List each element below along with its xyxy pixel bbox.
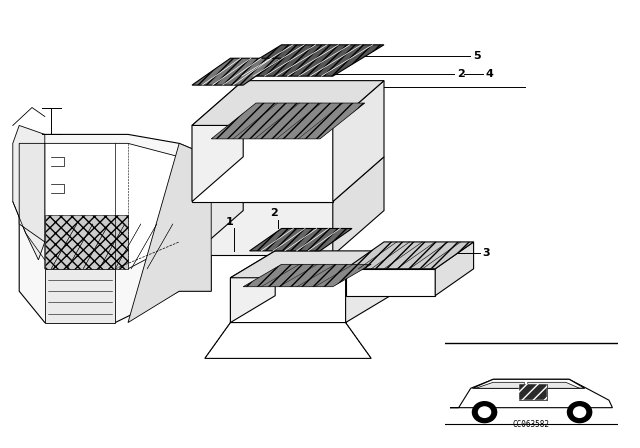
- Text: 2: 2: [458, 69, 465, 79]
- Polygon shape: [333, 157, 384, 255]
- Polygon shape: [192, 81, 384, 125]
- Polygon shape: [192, 157, 243, 255]
- Polygon shape: [19, 134, 211, 323]
- Polygon shape: [346, 251, 390, 323]
- Text: CC063582: CC063582: [513, 420, 550, 429]
- Polygon shape: [45, 143, 179, 269]
- Polygon shape: [250, 228, 352, 251]
- Circle shape: [568, 402, 592, 422]
- Polygon shape: [45, 269, 115, 323]
- Polygon shape: [205, 323, 371, 358]
- Polygon shape: [528, 382, 580, 388]
- Circle shape: [479, 407, 491, 418]
- Polygon shape: [192, 81, 243, 202]
- Polygon shape: [435, 242, 474, 296]
- Polygon shape: [19, 143, 45, 242]
- Text: 1: 1: [225, 217, 233, 227]
- Polygon shape: [45, 215, 128, 269]
- Polygon shape: [346, 269, 435, 296]
- Text: 4: 4: [485, 69, 493, 79]
- Polygon shape: [230, 278, 346, 323]
- Polygon shape: [243, 264, 371, 287]
- Polygon shape: [192, 58, 282, 85]
- Polygon shape: [472, 379, 585, 388]
- Polygon shape: [192, 202, 333, 255]
- Text: 2: 2: [270, 208, 278, 218]
- Polygon shape: [211, 103, 365, 139]
- Polygon shape: [13, 125, 45, 260]
- Polygon shape: [450, 379, 612, 408]
- Polygon shape: [128, 143, 211, 323]
- Circle shape: [573, 407, 586, 418]
- Polygon shape: [333, 81, 384, 202]
- Polygon shape: [476, 382, 524, 388]
- Polygon shape: [230, 45, 384, 76]
- Polygon shape: [192, 125, 333, 202]
- Polygon shape: [230, 251, 390, 278]
- Polygon shape: [519, 384, 547, 400]
- Polygon shape: [230, 251, 275, 323]
- Circle shape: [472, 402, 497, 422]
- Polygon shape: [346, 242, 474, 269]
- Text: 3: 3: [482, 248, 490, 258]
- Text: 5: 5: [474, 51, 481, 61]
